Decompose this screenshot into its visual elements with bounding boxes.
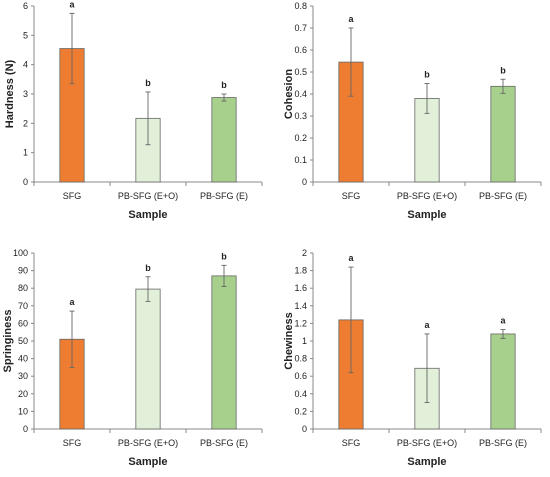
bar xyxy=(490,85,516,183)
y-tick-label: 1 xyxy=(23,148,28,158)
y-tick-label: 10 xyxy=(18,406,28,416)
y-tick-label: 0.7 xyxy=(294,23,307,33)
category-label: PB-SFG (E+O) xyxy=(118,191,178,201)
category-label: SFG xyxy=(63,438,82,448)
significance-letter: b xyxy=(221,80,227,90)
y-tick-label: 1 xyxy=(302,336,307,346)
y-tick-label: 20 xyxy=(18,389,28,399)
significance-letter: b xyxy=(145,78,151,88)
significance-letter: b xyxy=(145,263,151,273)
y-tick-label: 60 xyxy=(18,318,28,328)
y-tick-label: 1.8 xyxy=(294,266,307,276)
significance-letter: a xyxy=(69,297,75,307)
x-axis-title: Sample xyxy=(128,456,167,468)
category-label: SFG xyxy=(342,191,361,201)
chart-hardness: 0 1 2 3 4 5 6 a SFG b PB-SFG (E+O) b PB-SFG (E) Sampl… xyxy=(4,0,263,221)
category-label: PB-SFG (E+O) xyxy=(397,438,457,448)
y-tick-label: 0.8 xyxy=(294,354,307,364)
y-tick-label: 0 xyxy=(302,424,307,434)
y-axis-title: Cohesion xyxy=(283,69,295,119)
y-tick-label: 0.4 xyxy=(294,89,307,99)
category-label: PB-SFG (E) xyxy=(479,191,527,201)
y-tick-label: 2 xyxy=(302,248,307,258)
y-tick-label: 0.2 xyxy=(294,406,307,416)
y-tick-label: 0.2 xyxy=(294,133,307,143)
y-tick-label: 30 xyxy=(18,371,28,381)
y-tick-label: 0.6 xyxy=(294,45,307,55)
chart-cohesion: 0 0.1 0.2 0.3 0.4 0.5 0.6 0.7 0.8 a SFG b PB-SFG (E+… xyxy=(283,1,542,221)
x-axis-title: Sample xyxy=(407,456,446,468)
significance-letter: a xyxy=(348,253,354,263)
significance-letter: a xyxy=(69,0,75,9)
y-tick-label: 3 xyxy=(23,89,28,99)
bar xyxy=(211,275,237,430)
significance-letter: a xyxy=(424,320,430,330)
significance-letter: a xyxy=(348,14,354,24)
y-axis-title: Chewiness xyxy=(283,312,295,369)
y-tick-label: 1.2 xyxy=(294,318,307,328)
x-axis-title: Sample xyxy=(407,209,446,221)
y-tick-label: 70 xyxy=(18,301,28,311)
y-tick-label: 50 xyxy=(18,336,28,346)
category-label: PB-SFG (E) xyxy=(200,438,248,448)
category-label: PB-SFG (E+O) xyxy=(118,438,178,448)
y-tick-label: 0 xyxy=(23,424,28,434)
category-label: SFG xyxy=(63,191,82,201)
bar xyxy=(135,288,161,430)
y-tick-label: 0 xyxy=(302,177,307,187)
y-tick-label: 6 xyxy=(23,1,28,11)
y-axis-title: Springiness xyxy=(2,310,14,373)
y-tick-label: 4 xyxy=(23,60,28,70)
y-tick-label: 1.6 xyxy=(294,283,307,293)
significance-letter: b xyxy=(221,251,227,261)
y-tick-label: 0.4 xyxy=(294,389,307,399)
y-tick-label: 2 xyxy=(23,118,28,128)
y-tick-label: 100 xyxy=(13,248,28,258)
significance-letter: b xyxy=(424,69,430,79)
y-tick-label: 0 xyxy=(23,177,28,187)
y-tick-label: 0.5 xyxy=(294,67,307,77)
significance-letter: b xyxy=(500,65,506,75)
y-tick-label: 0.1 xyxy=(294,155,307,165)
category-label: SFG xyxy=(342,438,361,448)
y-tick-label: 0.3 xyxy=(294,111,307,121)
significance-letter: a xyxy=(500,316,506,326)
y-tick-label: 90 xyxy=(18,266,28,276)
category-label: PB-SFG (E) xyxy=(479,438,527,448)
chart-chewiness: 0 0.2 0.4 0.6 0.8 1 1.2 1.4 1.6 1.8 2 a SFG a PB-SFG (… xyxy=(283,248,542,468)
bar xyxy=(490,333,516,430)
y-tick-label: 5 xyxy=(23,30,28,40)
chart-springiness: 0 10 20 30 40 50 60 70 80 90 100 a SFG b PB-SFG (E+O) b… xyxy=(2,248,263,468)
y-tick-label: 0.6 xyxy=(294,371,307,381)
bar xyxy=(211,97,237,183)
category-label: PB-SFG (E) xyxy=(200,191,248,201)
bar xyxy=(59,48,85,183)
y-axis-title: Hardness (N) xyxy=(4,59,16,128)
y-tick-label: 80 xyxy=(18,283,28,293)
y-tick-label: 0.8 xyxy=(294,1,307,11)
x-axis-title: Sample xyxy=(128,209,167,221)
y-tick-label: 1.4 xyxy=(294,301,307,311)
y-tick-label: 40 xyxy=(18,354,28,364)
category-label: PB-SFG (E+O) xyxy=(397,191,457,201)
